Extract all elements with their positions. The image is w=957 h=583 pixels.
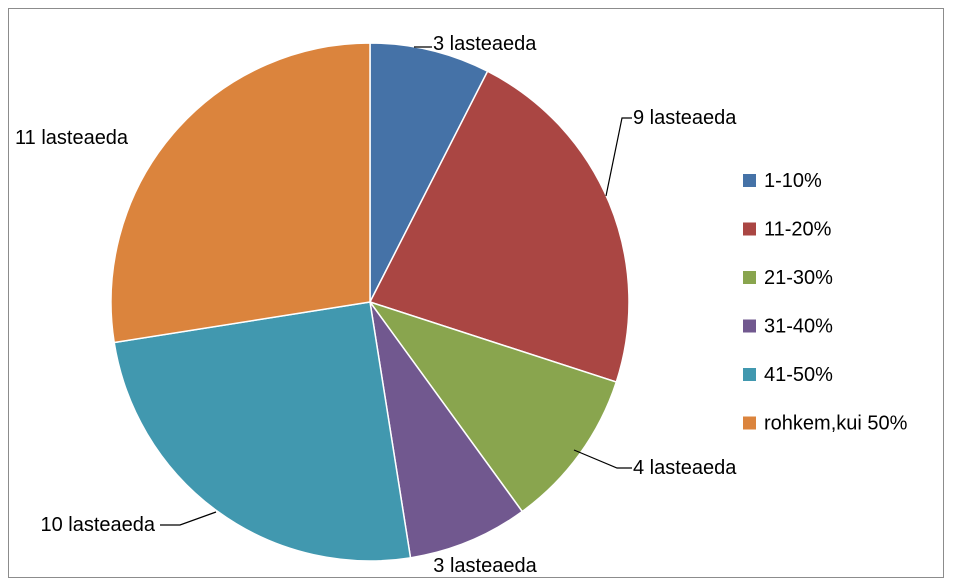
- pie-slice-41-50-: [113, 301, 412, 562]
- legend-swatch: [743, 416, 756, 430]
- data-label: 9 lasteaeda: [633, 107, 737, 129]
- pie-slice-11-20-: [368, 70, 630, 383]
- legend-swatch: [743, 319, 756, 333]
- data-label: 4 lasteaeda: [633, 457, 737, 479]
- data-label-leader-line: [605, 117, 632, 197]
- pie-slice-rohkem-kui-50-: [110, 42, 371, 344]
- data-label: 11 lasteaeda: [15, 127, 129, 149]
- legend-label: 41-50%: [764, 364, 833, 386]
- data-label: 10 lasteaeda: [40, 514, 155, 536]
- data-label-leader-line: [160, 511, 217, 526]
- legend-swatch: [743, 271, 756, 284]
- data-label: 3 lasteaeda: [433, 555, 537, 577]
- legend-label: 11-20%: [764, 219, 832, 241]
- pie-slice-1-10-: [369, 42, 489, 303]
- legend-swatch: [743, 368, 756, 381]
- data-label-leader-line: [573, 449, 632, 469]
- legend-swatch: [743, 174, 756, 187]
- legend-label: 31-40%: [764, 316, 833, 338]
- legend-swatch: [743, 222, 756, 236]
- pie-slice-21-30-: [368, 300, 618, 513]
- legend-label: rohkem,kui 50%: [764, 413, 908, 435]
- data-label: 3 lasteaeda: [433, 33, 537, 55]
- legend-label: 21-30%: [764, 267, 833, 289]
- legend-label: 1-10%: [764, 170, 822, 192]
- pie-slice-31-40-: [369, 301, 524, 559]
